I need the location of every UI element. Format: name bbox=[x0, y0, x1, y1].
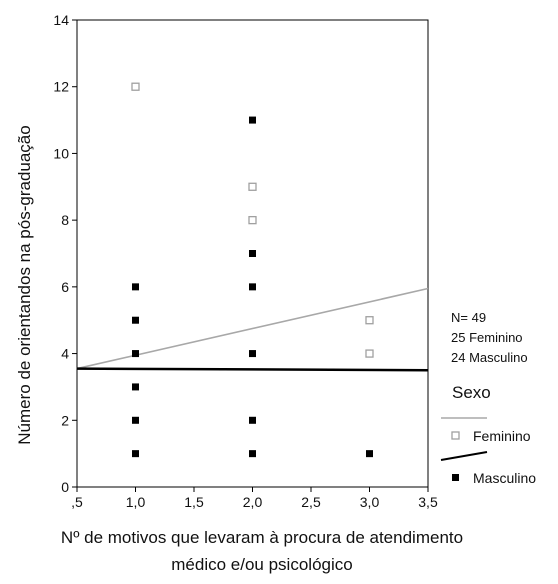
legend-line-masculino bbox=[440, 451, 488, 461]
sample-size-note: N= 49 25 Feminino 24 Masculino bbox=[451, 310, 528, 365]
point-masculino bbox=[132, 450, 139, 458]
ticks: ,5 1,0 1,5 2,0 2,5 3,0 3,5 0 2 4 6 8 10 12 14 bbox=[53, 12, 438, 510]
point-feminino bbox=[131, 82, 140, 91]
point-masculino bbox=[132, 283, 139, 291]
point-masculino bbox=[249, 116, 256, 124]
data-points bbox=[131, 82, 374, 458]
point-masculino bbox=[132, 350, 139, 358]
x-axis-label-line-2: médico e/ou psicológico bbox=[171, 555, 352, 574]
y-tick-label: 8 bbox=[61, 212, 69, 228]
point-masculino bbox=[366, 450, 373, 458]
note-line-feminino: 25 Feminino bbox=[451, 330, 523, 345]
y-tick-label: 0 bbox=[61, 479, 69, 495]
note-line-masculino: 24 Masculino bbox=[451, 350, 528, 365]
legend: Sexo Feminino Masculino bbox=[440, 383, 536, 486]
point-masculino bbox=[249, 416, 256, 424]
legend-marker-masculino bbox=[452, 474, 459, 481]
point-masculino bbox=[249, 250, 256, 257]
point-masculino bbox=[249, 450, 256, 458]
note-line-total: N= 49 bbox=[451, 310, 486, 325]
point-masculino bbox=[249, 350, 256, 358]
point-feminino bbox=[365, 349, 374, 358]
y-tick-label: 12 bbox=[53, 79, 69, 95]
fit-lines bbox=[76, 287, 429, 372]
legend-label-masculino: Masculino bbox=[473, 470, 536, 486]
legend-marker-feminino bbox=[451, 431, 460, 440]
x-tick-label: 2,5 bbox=[301, 494, 321, 510]
point-feminino bbox=[365, 316, 374, 325]
point-feminino bbox=[248, 182, 257, 191]
y-tick-label: 2 bbox=[61, 412, 69, 428]
x-tick-label: 2,0 bbox=[243, 494, 263, 510]
fit-line-masculino bbox=[76, 367, 429, 372]
x-tick-label: 1,0 bbox=[126, 494, 146, 510]
x-axis-label-line-1: Nº de motivos que levaram à procura de a… bbox=[61, 528, 463, 547]
x-tick-label: 1,5 bbox=[184, 494, 204, 510]
legend-title: Sexo bbox=[452, 383, 491, 402]
y-tick-label: 14 bbox=[53, 12, 69, 28]
point-feminino bbox=[248, 215, 257, 225]
point-masculino bbox=[132, 316, 139, 324]
legend-label-feminino: Feminino bbox=[473, 428, 531, 444]
x-tick-label: 3,0 bbox=[360, 494, 380, 510]
point-masculino bbox=[249, 283, 256, 291]
x-tick-label: 3,5 bbox=[418, 494, 438, 510]
point-masculino bbox=[132, 383, 139, 391]
y-tick-label: 6 bbox=[61, 279, 69, 295]
x-tick-label: ,5 bbox=[71, 494, 83, 510]
point-masculino bbox=[132, 416, 139, 424]
y-tick-label: 4 bbox=[61, 346, 69, 362]
y-axis-label: Número de orientandos na pós-graduação bbox=[15, 125, 34, 444]
y-tick-label: 10 bbox=[53, 145, 69, 161]
plot-area: ,5 1,0 1,5 2,0 2,5 3,0 3,5 0 2 4 6 8 10 12 14 bbox=[53, 12, 438, 510]
